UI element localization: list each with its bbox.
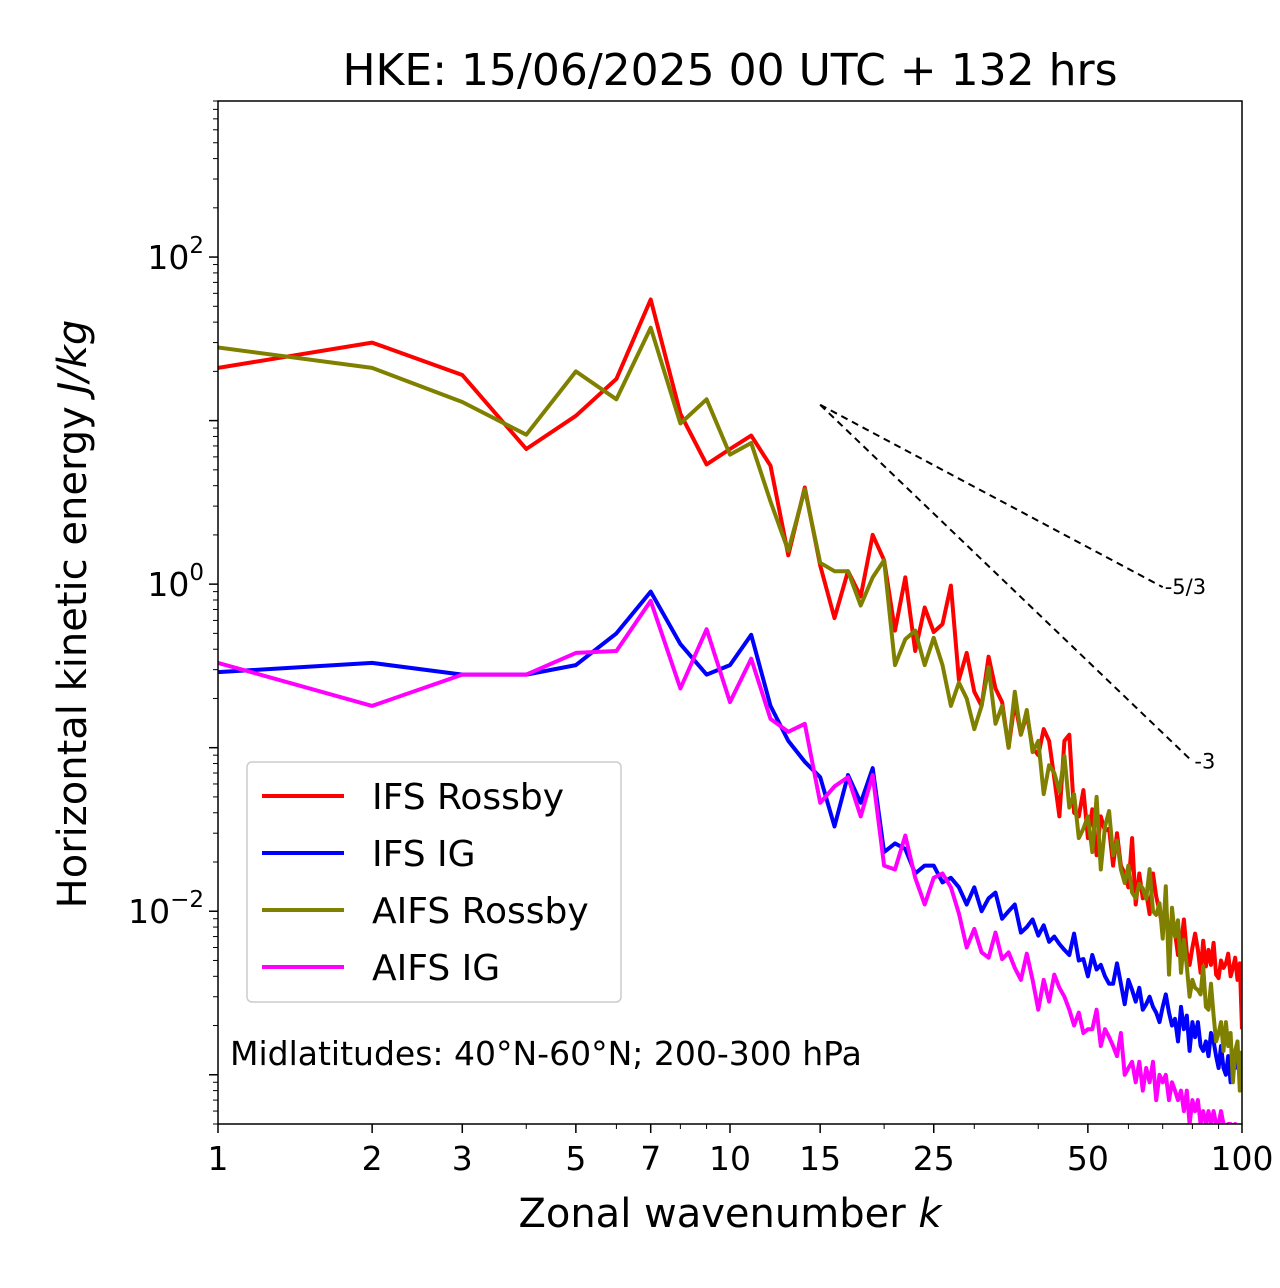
legend: IFS Rossby IFS IG AIFS Rossby AIFS IG: [246, 761, 622, 1003]
y-tick-exponent: −2: [170, 887, 204, 913]
x-tick-label: 25: [913, 1139, 955, 1178]
legend-label: IFS IG: [372, 834, 476, 875]
x-tick-label: 1: [208, 1139, 229, 1178]
y-tick-base: 10: [147, 565, 189, 604]
chart-title: HKE: 15/06/2025 00 UTC + 132 hrs: [342, 45, 1117, 96]
x-axis-variable: k: [918, 1191, 943, 1237]
y-tick-label: 10−2: [128, 887, 204, 931]
y-tick-base: 10: [128, 892, 170, 931]
x-tick-label: 15: [799, 1139, 841, 1178]
reference-slope-line: [819, 403, 1164, 588]
x-tick-label: 7: [640, 1139, 661, 1178]
y-tick-label: 100: [147, 560, 204, 604]
x-tick-label: 10: [709, 1139, 751, 1178]
x-tick-label: 2: [362, 1139, 383, 1178]
x-tick-label: 3: [452, 1139, 473, 1178]
y-tick-base: 10: [147, 238, 189, 277]
legend-label: AIFS IG: [372, 948, 500, 989]
x-axis-label-text: Zonal wavenumber: [518, 1191, 906, 1237]
legend-label: AIFS Rossby: [372, 891, 589, 932]
x-axis-label-spacer: [906, 1191, 919, 1237]
y-tick-label: 102: [147, 233, 204, 277]
plot-frame: [217, 100, 1243, 1125]
legend-label: IFS Rossby: [372, 777, 564, 818]
y-tick-exponent: 0: [189, 560, 204, 586]
x-tick-label: 100: [1211, 1139, 1274, 1178]
reference-slope-lines: [819, 403, 1194, 763]
x-axis-label: Zonal wavenumber k: [518, 1191, 943, 1237]
series-line-ifs-ig: [218, 589, 1242, 1085]
series-line-aifs-ig: [218, 598, 1238, 1124]
series-line-aifs-rossby: [218, 325, 1242, 1093]
y-axis-unit: J/kg: [50, 320, 96, 401]
y-axis-label-text: Horizontal kinetic energy: [50, 406, 96, 908]
reference-slope-line: [819, 404, 1194, 763]
reference-slope-label: -5/3: [1165, 575, 1206, 599]
y-axis-label-spacer: [50, 394, 96, 407]
region-annotation: Midlatitudes: 40°N-60°N; 200-300 hPa: [230, 1034, 862, 1073]
x-tick-label: 50: [1067, 1139, 1109, 1178]
y-tick-exponent: 2: [189, 233, 204, 259]
series-lines: [218, 297, 1242, 1124]
reference-slope-label: -3: [1194, 749, 1215, 773]
y-axis-label: Horizontal kinetic energy J/kg: [50, 320, 96, 909]
x-tick-label: 5: [565, 1139, 586, 1178]
legend-frame: [246, 761, 622, 1003]
